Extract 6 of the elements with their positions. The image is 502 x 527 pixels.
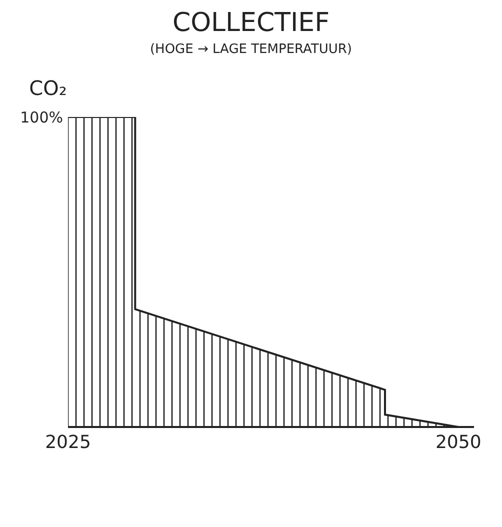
x-tick-label: 2025 xyxy=(45,432,91,453)
x-tick-label: 2050 xyxy=(435,432,482,453)
chart-subtitle: (HOGE → LAGE TEMPERATUUR) xyxy=(148,42,354,57)
annotation: 100% xyxy=(20,108,63,126)
chart-title: COLLECTIEF xyxy=(171,8,331,38)
y-axis-title: CO₂ xyxy=(29,76,67,100)
